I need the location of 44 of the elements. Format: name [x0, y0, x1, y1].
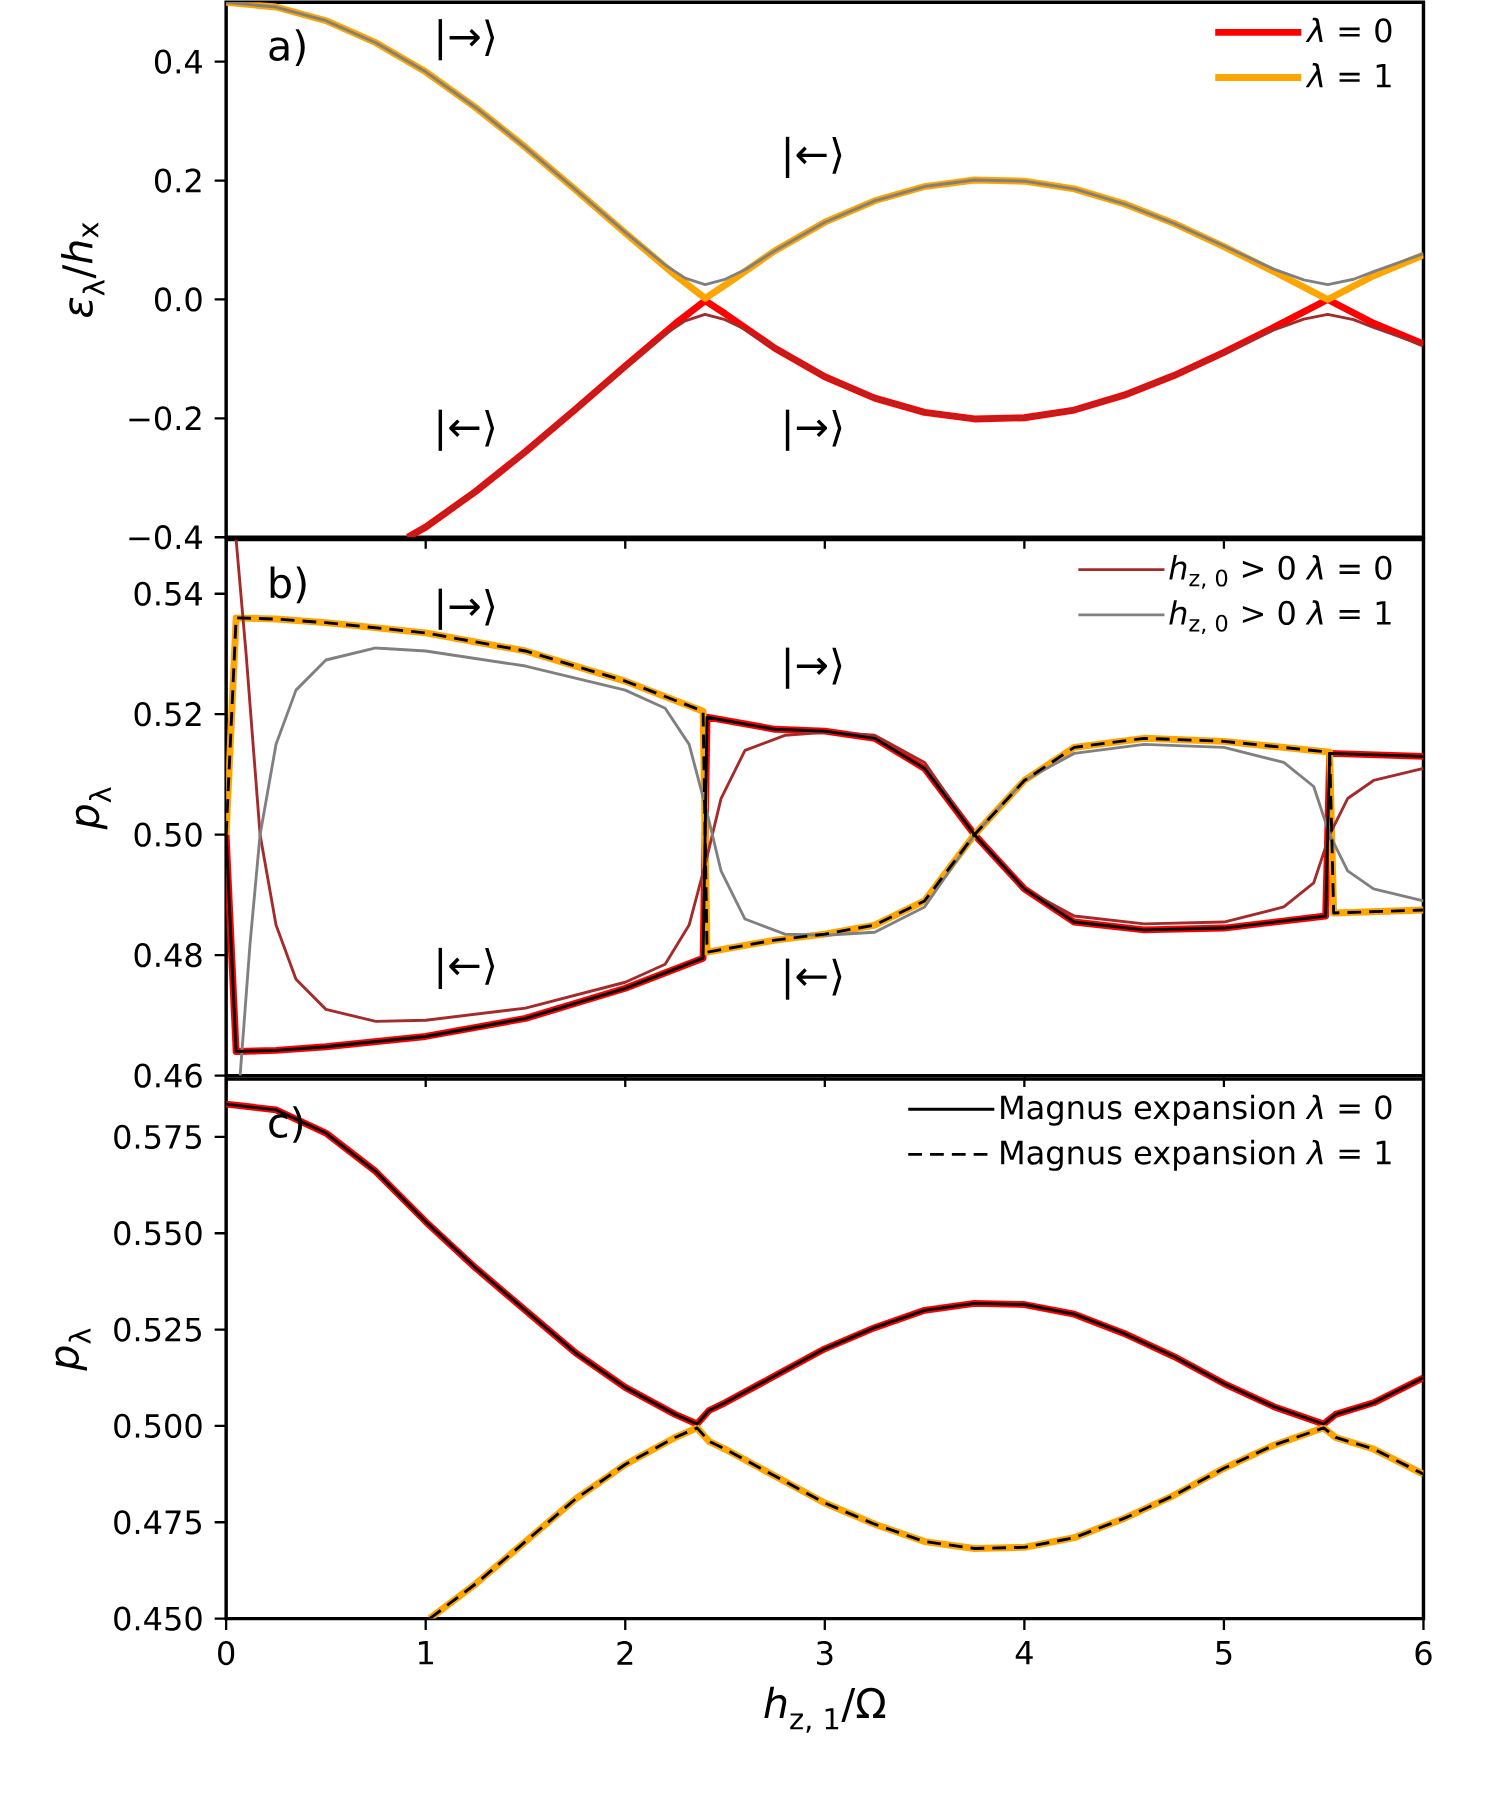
y-tick-label: 0.450: [114, 1606, 202, 1631]
y-tick-label: −0.2: [129, 406, 201, 431]
x-tick-label: 3: [816, 1641, 833, 1666]
y-tick-label: 0.500: [114, 1413, 202, 1439]
x-tick-label: 0: [217, 1641, 235, 1666]
y-tick-label: 0.550: [114, 1221, 202, 1246]
annotation: c): [269, 1106, 302, 1143]
legend-label: Magnus expansion λ = 1: [1000, 1139, 1391, 1171]
annotation: a): [269, 29, 305, 66]
y-axis-title: p$_{λ}$: [75, 787, 111, 830]
y-tick-label: 0.50: [134, 822, 202, 847]
legend-label: h$_{z, 0}$ > 0 λ = 0: [1169, 555, 1392, 589]
y-tick-label: −0.4: [129, 525, 202, 550]
legend-label: Magnus expansion λ = 0: [1000, 1094, 1392, 1126]
annotation: |←⟩: [438, 409, 494, 451]
legend-label: λ = 0: [1305, 17, 1392, 43]
annotation: |←⟩: [785, 958, 842, 1000]
y-axis-title: p$_{λ}$: [55, 1328, 91, 1371]
y-tick-label: 0.475: [114, 1510, 201, 1535]
x-tick-label: 6: [1415, 1641, 1432, 1666]
y-axis-title: ε$_{λ}$/h$_{x}$: [60, 222, 105, 317]
annotation: |→⟩: [785, 409, 842, 451]
x-tick-label: 4: [1015, 1641, 1033, 1665]
y-tick-label: 0.575: [114, 1124, 201, 1149]
x-tick-label: 1: [418, 1641, 433, 1665]
x-axis-title: h$_{z, 1}$/Ω: [764, 1686, 885, 1733]
legend-label: h$_{z, 0}$ > 0 λ = 1: [1169, 600, 1391, 635]
annotation: |→⟩: [438, 19, 494, 61]
annotation: |←⟩: [438, 947, 494, 989]
y-tick-label: 0.48: [134, 943, 202, 968]
annotation: |→⟩: [785, 647, 842, 689]
y-tick-label: 0.4: [154, 49, 202, 74]
annotation: b): [270, 566, 306, 604]
y-tick-label: 0.0: [154, 287, 202, 312]
x-tick-label: 2: [617, 1641, 633, 1665]
y-tick-label: 0.525: [114, 1317, 201, 1342]
legend-label: λ = 1: [1305, 62, 1391, 88]
y-tick-label: 0.52: [134, 702, 201, 727]
x-tick-label: 5: [1216, 1641, 1232, 1665]
y-tick-label: 0.2: [154, 168, 201, 193]
annotation: |→⟩: [438, 588, 494, 630]
annotation: |←⟩: [785, 136, 842, 178]
y-tick-label: 0.54: [134, 581, 202, 606]
y-tick-label: 0.46: [134, 1063, 202, 1088]
